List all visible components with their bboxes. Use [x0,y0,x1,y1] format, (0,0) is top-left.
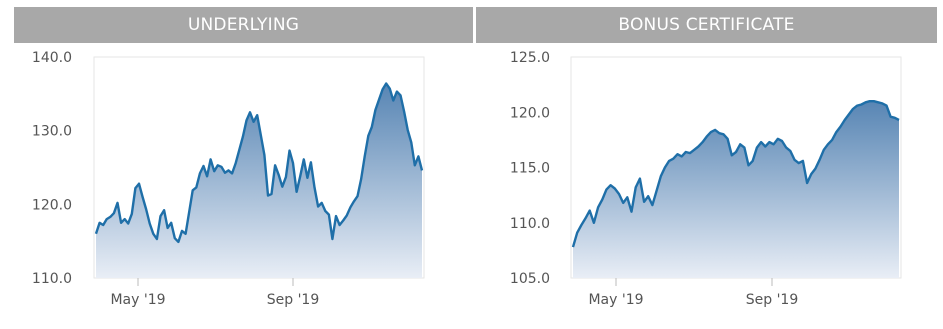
underlying-x-tick-label: May '19 [110,292,165,308]
underlying-y-tick-label: 140.0 [32,50,72,66]
underlying-price-line [94,82,424,244]
bonus-certificate-panel: BONUS CERTIFICATE 105.0 110.0 115.0 120.0 12… [476,7,937,325]
bonus-certificate-chart: 105.0 110.0 115.0 120.0 125.0 May '19 Sep '19 [510,50,902,308]
underlying-chart: 110.0 120.0 130.0 140.0 May '19 Sep '19 [32,50,425,308]
bonus-y-tick-label: 110.0 [510,216,550,232]
bonus-certificate-header: BONUS CERTIFICATE [476,7,937,43]
bonus-price-line [571,100,900,248]
underlying-panel: UNDERLYING 110.0 120.0 130.0 140.0 May '19 Se… [14,7,473,325]
underlying-y-tick-label: 120.0 [32,197,72,213]
bonus-y-tick-label: 115.0 [510,161,550,177]
underlying-x-tick-label: Sep '19 [267,292,320,308]
underlying-header: UNDERLYING [14,7,473,43]
bonus-y-tick-label: 125.0 [510,50,550,66]
underlying-y-tick-label: 110.0 [32,271,72,287]
bonus-x-tick-label: Sep '19 [746,292,799,308]
bonus-area-fill [573,101,899,278]
underlying-y-tick-label: 130.0 [32,124,72,140]
bonus-x-tick-label: May '19 [588,292,643,308]
bonus-y-tick-label: 120.0 [510,105,550,121]
bonus-y-tick-label: 105.0 [510,271,550,287]
underlying-area-fill [96,83,422,278]
